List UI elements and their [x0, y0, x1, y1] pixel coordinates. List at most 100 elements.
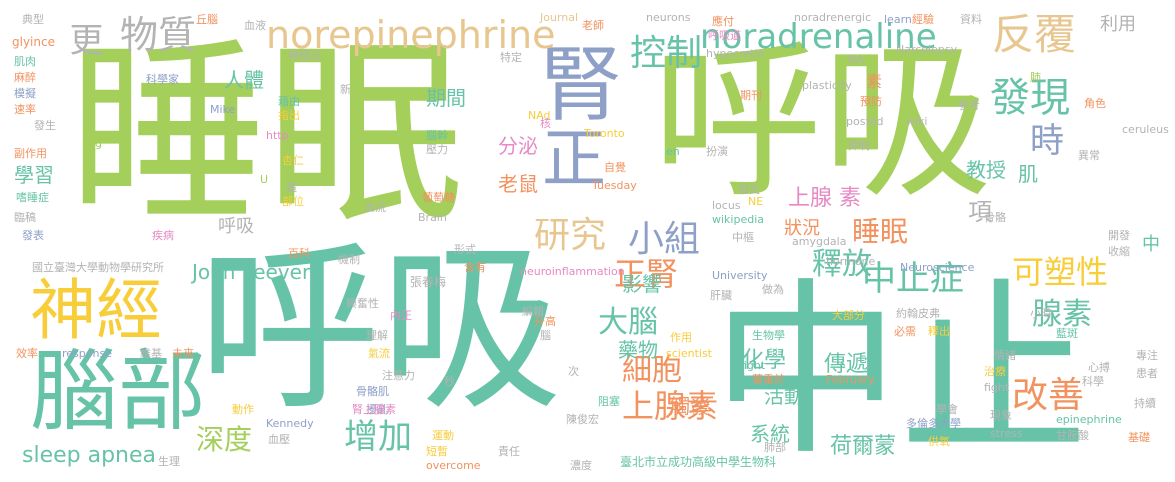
word-breath-top: 呼吸: [652, 24, 993, 222]
word-small-11: 臨稿: [14, 211, 36, 224]
word-small-63: 自覺: [604, 161, 626, 174]
word-material: 物質: [120, 13, 197, 57]
word-mid: 中: [1142, 234, 1160, 255]
word-small-130: 角色: [1084, 97, 1106, 110]
word-small-90: hormone: [826, 255, 876, 268]
word-hormone: 荷爾蒙: [830, 434, 897, 459]
word-small-112: 責任: [498, 445, 520, 458]
word-small-132: 異常: [1078, 149, 1100, 162]
word-zheng: 正: [542, 123, 606, 197]
word-small-72: 扮演: [706, 145, 728, 158]
word-small-53: 短暫: [426, 445, 448, 458]
word-learn: 學習: [14, 163, 54, 187]
word-small-129: 參考: [958, 99, 980, 112]
word-research: 研究: [534, 215, 607, 256]
word-small-56: 老師: [582, 19, 604, 32]
word-small-47: 動作: [232, 403, 254, 416]
word-small-35: 興奮性: [346, 297, 379, 310]
word-small-23: 杏仁: [282, 154, 304, 167]
word-small-6: 模擬: [14, 87, 36, 100]
word-small-48: Kennedy: [266, 417, 314, 430]
word-system: 系統: [750, 422, 790, 446]
word-improve: 改善: [1012, 375, 1085, 416]
word-small-5: 麻醉: [14, 71, 36, 84]
word-small-73: 發炎: [738, 183, 760, 196]
word-time: 時: [1030, 121, 1064, 161]
word-nerve: 神經: [30, 272, 162, 349]
word-small-57: 特定: [500, 51, 522, 64]
word-small-31: Brain: [418, 211, 447, 224]
word-small-77: 中樞: [732, 231, 754, 244]
word-small-140: 科學: [1082, 375, 1104, 388]
word-small-81: 資料: [960, 13, 982, 26]
word-small-131: ceruleus: [1122, 123, 1169, 136]
word-small-138: 專注: [1136, 349, 1158, 362]
word-small-88: 抑制: [848, 139, 870, 152]
word-small-121: 情緒: [994, 349, 1016, 362]
word-kidney: 腎: [540, 38, 623, 133]
word-small-128: 肺: [1030, 71, 1041, 84]
word-small-2: 丘腦: [196, 13, 218, 26]
word-small-70: 期刊: [740, 89, 762, 102]
word-small-26: 部位: [282, 195, 304, 208]
word-adrenaline: 上腺 素: [788, 186, 861, 211]
word-small-118: 供氧: [928, 435, 950, 448]
word-mouse: 老鼠: [498, 172, 538, 196]
word-small-113: 約翰皮弗: [896, 307, 940, 320]
word-professor: 教授: [966, 158, 1006, 182]
word-small-3: glyince: [12, 35, 55, 49]
word-small-86: posted: [846, 115, 884, 128]
word-small-64: Tuesday: [592, 179, 637, 192]
word-sleepapnea: sleep apnea: [22, 443, 157, 468]
word-repeat: 反覆: [992, 10, 1077, 59]
word-small-60: 腦幹: [426, 129, 448, 142]
word-small-114: 必需: [894, 325, 916, 338]
word-small-119: stress: [990, 427, 1023, 440]
word-small-10: 嗜睡症: [16, 191, 49, 204]
word-small-55: Journal: [540, 11, 579, 24]
word-small-17: Mike: [210, 103, 236, 116]
word-small-38: 氣流: [368, 347, 390, 360]
word-small-102: 大部分: [832, 309, 865, 322]
word-small-54: overcome: [426, 459, 481, 472]
word-small-46: 效率: [16, 347, 38, 360]
word-small-39: 注意力: [382, 369, 415, 382]
word-small-117: 學會: [936, 403, 958, 416]
word-small-123: 心搏: [1088, 361, 1110, 374]
word-small-109: 肺部: [764, 441, 786, 454]
word-small-87: wiki: [906, 115, 928, 128]
word-small-99: 作用: [670, 331, 692, 344]
word-small-93: neuroinflammation: [520, 265, 625, 278]
word-small-65: 葡萄糖: [422, 191, 455, 204]
word-small-51: 生理: [158, 455, 180, 468]
word-small-30: 血流: [364, 201, 386, 214]
word-stop: 中止: [712, 262, 1088, 481]
word-increase: 增加: [344, 417, 412, 457]
word-small-82: NA: [848, 53, 864, 66]
word-small-108: 陳俊宏: [566, 413, 599, 426]
word-small-33: 含有: [464, 261, 486, 274]
word-control: 控制: [630, 33, 703, 74]
word-small-59: 核: [540, 117, 551, 130]
word-small-105: February: [826, 373, 875, 386]
word-small-120: fight: [984, 381, 1010, 394]
word-small-67: 應付: [712, 15, 734, 28]
word-small-18: 藉由: [278, 95, 300, 108]
word-small-61: 壓力: [426, 143, 448, 156]
word-small-137: 藍斑: [1056, 327, 1078, 340]
word-period: 期間: [426, 86, 466, 110]
word-small-74: NE: [748, 195, 764, 208]
word-small-95: 做為: [762, 283, 784, 296]
word-small-20: 新: [340, 83, 351, 96]
word-small-83: Narcolepsy: [896, 43, 958, 56]
word-utilize: 利用: [1100, 14, 1136, 35]
word-geng: 更: [63, 22, 103, 56]
word-small-8: 發生: [34, 119, 56, 132]
word-human: 人體: [224, 68, 264, 92]
word-small-24: U: [260, 173, 269, 186]
word-small-127: 基礎: [1128, 431, 1150, 444]
word-small-126: 甘胺酸: [1056, 429, 1089, 442]
word-chemistry: 化學: [742, 348, 787, 373]
word-small-106: 次: [568, 365, 579, 378]
